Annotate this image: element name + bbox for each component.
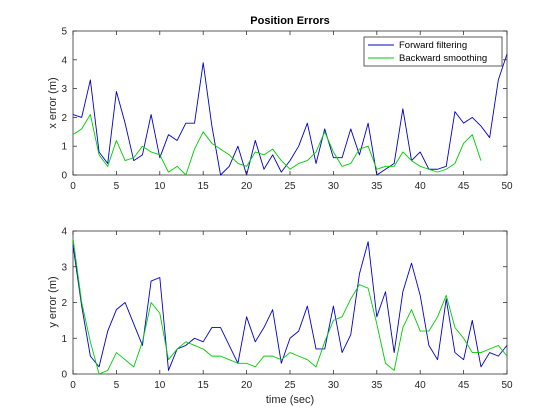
y-error-xtick-label: 5 [114, 380, 120, 391]
x-axis-label: time (sec) [266, 394, 314, 406]
y-error-xtick-label: 50 [501, 380, 513, 391]
y-error-xtick-label: 30 [328, 380, 340, 391]
y-error-ytick-label: 4 [61, 227, 67, 238]
x-error-xtick-label: 5 [114, 181, 120, 192]
y-error-series-backward-smoothing [72, 238, 508, 375]
y-error-plot-area: 0 5 10 15 20 25 30 35 40 45 50 0 1 2 3 4 [61, 227, 513, 392]
x-error-series-forward-filtering [72, 53, 508, 176]
y-error-ytick-label: 2 [61, 298, 67, 309]
x-error-xtick-label: 15 [198, 181, 210, 192]
y-error-ytick-label: 1 [61, 334, 67, 345]
y-error-xtick-label: 10 [154, 380, 166, 391]
x-error-ylabel: x error (m) [47, 77, 59, 128]
x-error-xtick-label: 50 [501, 181, 513, 192]
y-error-xtick-label: 25 [284, 380, 296, 391]
x-error-xtick-label: 20 [241, 181, 253, 192]
x-error-xtick-label: 10 [154, 181, 166, 192]
y-error-subplot: 0 5 10 15 20 25 30 35 40 45 50 0 1 2 3 4 y error (m) [47, 227, 513, 392]
x-error-xtick-label: 0 [70, 181, 76, 192]
x-error-xtick-label: 45 [458, 181, 470, 192]
legend-box [363, 36, 503, 67]
y-error-series-forward-filtering [72, 241, 508, 371]
y-error-xtick-label: 0 [70, 380, 76, 391]
legend-backward-smoothing-label: Backward smoothing [399, 53, 487, 64]
x-error-series-backward-smoothing [72, 114, 482, 176]
x-error-ytick-label: 0 [61, 171, 67, 182]
y-error-ytick-label: 3 [61, 262, 67, 273]
x-error-xtick-label: 30 [328, 181, 340, 192]
chart-title: Position Errors [250, 15, 329, 27]
x-error-ytick-label: 4 [61, 55, 67, 66]
x-error-xtick-label: 40 [415, 181, 427, 192]
y-error-xtick-label: 15 [198, 380, 210, 391]
x-error-xtick-label: 35 [371, 181, 383, 192]
y-error-ylabel: y error (m) [47, 276, 59, 327]
y-error-axes-box [72, 230, 508, 375]
y-error-xtick-label: 40 [415, 380, 427, 391]
x-error-ytick-label: 1 [61, 142, 67, 153]
x-error-xtick-label: 25 [284, 181, 296, 192]
y-error-xtick-label: 35 [371, 380, 383, 391]
x-error-ytick-label: 5 [61, 27, 67, 38]
legend-forward-filtering-label: Forward filtering [399, 40, 467, 51]
y-error-ytick-label: 0 [61, 370, 67, 381]
y-error-xtick-label: 45 [458, 380, 470, 391]
x-error-legend: Forward filtering Backward smoothing [363, 36, 503, 67]
x-error-ytick-label: 3 [61, 84, 67, 95]
x-error-ytick-label: 2 [61, 113, 67, 124]
y-error-xtick-label: 20 [241, 380, 253, 391]
